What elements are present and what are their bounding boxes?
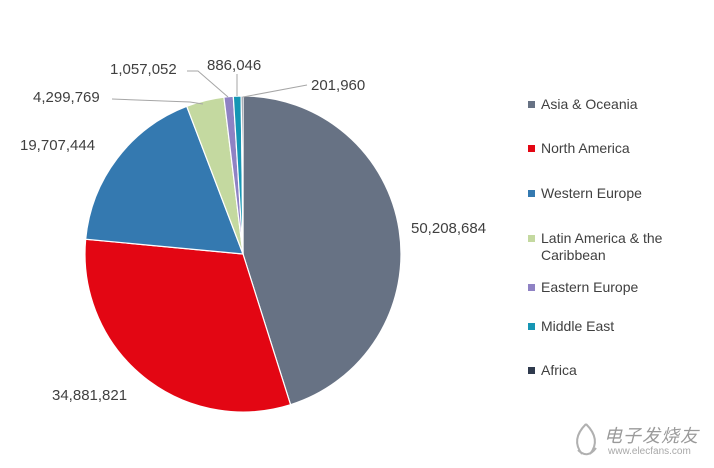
- leader-line-latin-america-and-the-caribbean: [111, 98, 204, 105]
- pie-slice-africa: [240, 95, 244, 255]
- legend-item-western-europe: Western Europe: [528, 185, 691, 202]
- legend-item-africa: Africa: [528, 362, 691, 379]
- legend-item-latin-america-and-the-caribbean: Latin America & the Caribbean: [528, 230, 691, 264]
- legend-label: North America: [541, 140, 630, 156]
- legend-swatch: [528, 101, 535, 108]
- data-label-north-america: 34,881,821: [52, 387, 127, 404]
- legend-label: Africa: [541, 362, 577, 378]
- legend-item-asia-and-oceania: Asia & Oceania: [528, 96, 691, 113]
- legend-item-middle-east: Middle East: [528, 318, 691, 335]
- pie-slice-western-europe: [85, 105, 244, 255]
- legend-swatch: [528, 145, 535, 152]
- legend-swatch: [528, 190, 535, 197]
- data-label-asia-and-oceania: 50,208,684: [411, 220, 486, 237]
- data-label-africa: 201,960: [311, 77, 365, 94]
- legend-swatch: [528, 284, 535, 291]
- data-label-middle-east: 886,046: [207, 57, 261, 74]
- data-label-latin-america-and-the-caribbean: 4,299,769: [33, 89, 100, 106]
- legend-item-north-america: North America: [528, 140, 691, 157]
- legend-item-eastern-europe: Eastern Europe: [528, 279, 691, 296]
- leader-line-eastern-europe: [187, 70, 229, 98]
- legend-label: Western Europe: [541, 185, 642, 201]
- legend-swatch: [528, 367, 535, 374]
- legend-label: Latin America & the Caribbean: [541, 230, 663, 263]
- legend-swatch: [528, 323, 535, 330]
- leader-line-africa: [242, 84, 308, 98]
- pie-slices: [84, 95, 402, 413]
- pie-slice-north-america: [84, 238, 292, 413]
- leader-lines: [111, 70, 308, 105]
- data-labels: 50,208,684 34,881,821 19,707,444 4,299,769 1…: [20, 57, 486, 404]
- watermark-text: 电子发烧友: [604, 426, 699, 447]
- watermark-logo-icon: [576, 423, 597, 456]
- data-label-eastern-europe: 1,057,052: [110, 61, 177, 78]
- watermark-url: www.elecfans.com: [608, 446, 691, 457]
- legend-label: Middle East: [541, 318, 615, 334]
- data-label-western-europe: 19,707,444: [20, 137, 95, 154]
- watermark: 电子发烧友 www.elecfans.com: [568, 418, 708, 462]
- pie-slice-asia-and-oceania: [242, 95, 402, 406]
- legend-label: Asia & Oceania: [541, 96, 638, 112]
- legend-swatch: [528, 235, 535, 242]
- legend-label: Eastern Europe: [541, 279, 639, 295]
